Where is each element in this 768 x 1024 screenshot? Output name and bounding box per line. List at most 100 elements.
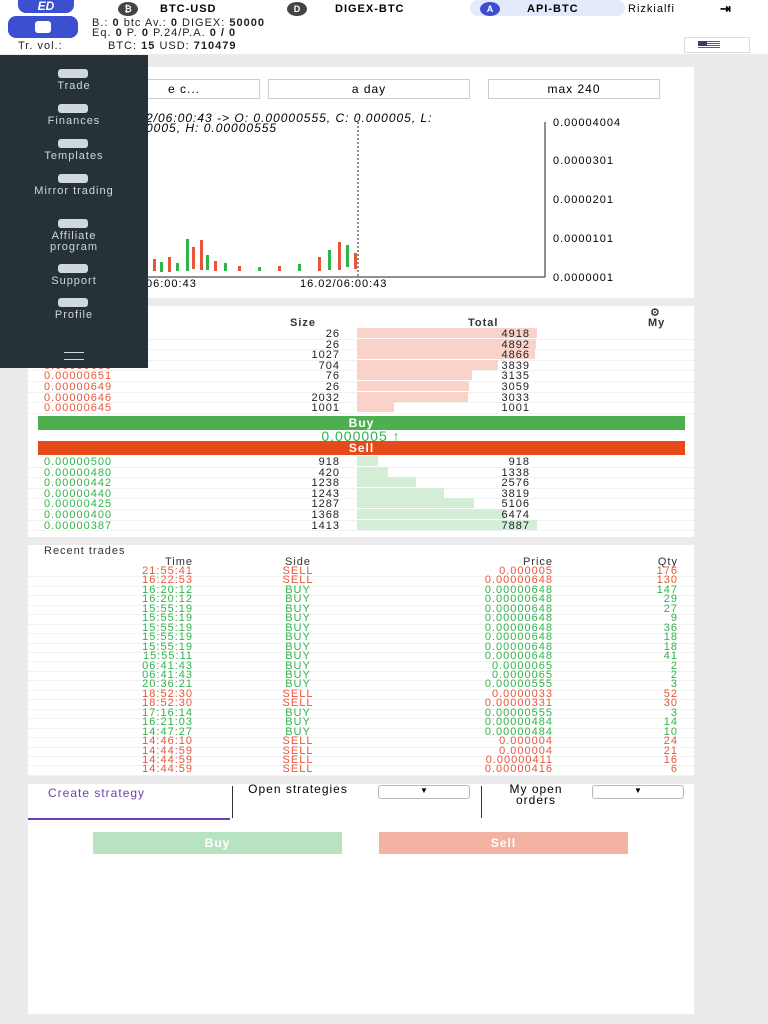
qty: 3 [670, 678, 678, 691]
username[interactable]: Rizkialfi [628, 3, 675, 15]
size: 26 [325, 381, 340, 393]
total: 3819 [501, 487, 530, 500]
price: 0.00000648 [484, 574, 553, 587]
price: 0.00000440 [44, 487, 113, 500]
select[interactable]: max 240 [488, 79, 660, 99]
depth-bar [357, 477, 416, 488]
volume-label: Tr. vol.: [18, 40, 63, 52]
time: 20:36:21 [142, 678, 193, 691]
price: 0.0000033 [492, 687, 553, 700]
buy-button[interactable]: Buy [38, 416, 685, 430]
price: 0.00000555 [484, 678, 553, 691]
menu-item[interactable]: Affiliate program [50, 230, 98, 253]
candle-info: 0005, H: 0.00000555 [146, 121, 278, 135]
price: 0.000005 [499, 565, 553, 577]
price: 0.0000065 [492, 668, 553, 681]
time: 15:55:19 [142, 602, 193, 615]
time: 16:20:12 [142, 593, 193, 606]
tab[interactable]: Create strategy [48, 786, 146, 800]
label: P. [126, 27, 138, 39]
active-tab-bg [470, 0, 625, 16]
trade-row: 16:22:53 SELL 0.00000648 130 [28, 574, 694, 587]
qty: 30 [663, 697, 678, 710]
select[interactable]: a day [268, 79, 470, 99]
qty: 10 [663, 725, 678, 738]
value: 0 [112, 17, 120, 29]
size: 1287 [311, 498, 340, 511]
time: 18:52:30 [142, 697, 193, 710]
depth-bar [357, 381, 469, 391]
size: 1027 [311, 349, 340, 362]
qty: 3 [670, 706, 678, 719]
order-row: 0.00000400 1368 6474 [28, 509, 694, 521]
tab[interactable]: Open strategies [248, 782, 348, 796]
side: BUY [285, 583, 311, 596]
trade-row: 14:46:10 SELL 0.000004 24 [28, 735, 694, 748]
total: 3033 [501, 391, 530, 404]
logo[interactable]: ED [18, 0, 74, 13]
time: 21:55:41 [142, 565, 193, 577]
trade-row: 06:41:43 BUY 0.0000065 2 [28, 659, 694, 672]
total: 7887 [501, 519, 530, 532]
qty: 176 [656, 565, 678, 577]
menu-icon [58, 264, 88, 273]
depth-bar [357, 402, 394, 413]
sell-button[interactable]: Sell [379, 832, 628, 854]
price: 0.00000387 [44, 519, 113, 532]
dropdown[interactable]: ▼ [592, 785, 684, 799]
side: BUY [285, 706, 311, 719]
price: 0.00000555 [484, 706, 553, 719]
time: 18:52:30 [142, 687, 193, 700]
price: 0.00000648 [484, 631, 553, 644]
qty: 18 [663, 640, 678, 653]
side: BUY [285, 612, 311, 625]
qty: 16 [663, 754, 678, 766]
size: 26 [325, 338, 340, 351]
y-label: 0.0000201 [553, 194, 614, 206]
strategy-panel: Create strategy Open strategies ▼ My ope… [28, 782, 694, 1014]
y-label: 0.0000301 [553, 155, 614, 167]
market-tab[interactable]: BTC-USD [160, 3, 217, 15]
buy-button[interactable]: Buy [93, 832, 342, 854]
time: 16:21:03 [142, 716, 193, 729]
menu-item[interactable]: Support [51, 275, 97, 287]
qty: 52 [663, 687, 678, 700]
size: 918 [318, 456, 340, 468]
depth-bar [357, 370, 472, 381]
column-header: Total [468, 317, 499, 329]
qty: 130 [656, 574, 678, 587]
sell-button[interactable]: Sell [38, 441, 685, 455]
trade-row: 15:55:19 BUY 0.00000648 27 [28, 602, 694, 616]
side: SELL [282, 763, 314, 776]
menu-item[interactable]: Trade [57, 80, 91, 92]
time: 15:55:19 [142, 640, 193, 653]
trade-row: 15:55:11 BUY 0.00000648 41 [28, 650, 694, 663]
qty: 21 [663, 744, 678, 757]
menu-item[interactable]: Finances [47, 115, 101, 127]
logout-icon[interactable]: ⇥ [720, 1, 731, 16]
value: 710479 [193, 40, 237, 52]
price: 0.00000645 [44, 402, 113, 415]
menu-item[interactable]: Profile [54, 309, 94, 321]
menu-item[interactable]: Mirror trading [34, 185, 114, 197]
side: SELL [282, 754, 314, 766]
settings-icon[interactable]: ⚙ [650, 307, 660, 319]
qty: 6 [670, 763, 678, 776]
menu-item[interactable]: Templates [44, 150, 104, 162]
sidebar: Trade Finances Templates Mirror trading Affi… [0, 55, 148, 368]
size: 76 [325, 370, 340, 383]
tab[interactable]: My open orders [509, 782, 563, 807]
time: 17:16:14 [142, 706, 193, 719]
language-select[interactable] [684, 37, 750, 53]
header: ED ₿ BTC-USD D DIGEX-BTC A API-BTC Rizki… [0, 0, 768, 54]
value: 0 [170, 17, 178, 29]
wallet-button[interactable] [8, 16, 78, 38]
dropdown[interactable]: ▼ [378, 785, 470, 799]
market-tab[interactable]: DIGEX-BTC [335, 3, 405, 15]
side: BUY [285, 678, 311, 691]
candle [224, 263, 227, 271]
side: BUY [285, 659, 311, 672]
price: 0.000004 [499, 744, 553, 757]
market-tab[interactable]: API-BTC [527, 3, 579, 15]
recent-trades: Recent trades Time Side Price Qty 21:55:… [28, 545, 694, 776]
